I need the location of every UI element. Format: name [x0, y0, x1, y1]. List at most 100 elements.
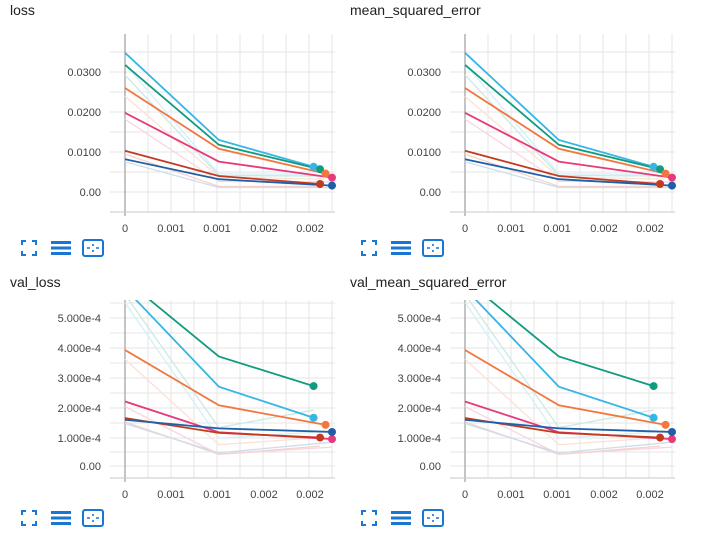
- x-tick-label: 0.001: [497, 223, 525, 235]
- line-chart-mean-squared-error[interactable]: 0.0300 0.0200 0.0100 0.00 0 0.001 0.001 0.002 0.…: [340, 0, 680, 270]
- series-line: [124, 112, 333, 179]
- y-tick-label: 0.0100: [407, 147, 441, 159]
- series-end-point: [649, 162, 658, 171]
- series-end-point: [328, 427, 336, 436]
- y-tick-label: 2.000e-4: [58, 403, 101, 415]
- series-line: [464, 64, 661, 171]
- series-line: [148, 300, 314, 387]
- series-line: [134, 300, 314, 419]
- x-tick-label: 0.002: [250, 223, 278, 235]
- grid: [110, 300, 335, 478]
- y-tick-label: 0.00: [420, 461, 441, 473]
- series-line: [124, 418, 333, 433]
- series-raw-line: [464, 302, 654, 439]
- expand-icon[interactable]: [358, 238, 380, 258]
- series-end-point: [321, 420, 330, 429]
- grid: [450, 300, 675, 478]
- x-tick-label: 0.002: [636, 223, 664, 235]
- series-line: [464, 112, 673, 179]
- series-end-point: [661, 420, 670, 429]
- series-raw-line: [124, 302, 314, 439]
- line-chart-val-mean-squared-error[interactable]: 5.000e-4 4.000e-4 3.000e-4 2.000e-4 1.000e-4…: [340, 272, 680, 542]
- x-tick-label: 0.002: [636, 489, 664, 501]
- x-tick-label: 0.001: [157, 489, 185, 501]
- series-line: [488, 300, 654, 387]
- data-list-icon[interactable]: [50, 238, 72, 258]
- chart-toolbar: [18, 508, 104, 528]
- series-end-point: [316, 165, 325, 174]
- data-list-icon[interactable]: [390, 508, 412, 528]
- y-tick-label: 0.0200: [407, 107, 441, 119]
- x-tick-label: 0.002: [590, 223, 618, 235]
- series-line: [474, 300, 654, 419]
- series-line: [124, 158, 333, 187]
- series-group: [464, 52, 673, 189]
- series-line: [124, 87, 326, 175]
- series-raw-line: [124, 161, 332, 189]
- fit-domain-icon[interactable]: [82, 508, 104, 528]
- series-line: [464, 52, 654, 168]
- series-raw-line: [464, 153, 661, 188]
- fit-domain-icon[interactable]: [82, 238, 104, 258]
- x-tick-label: 0.001: [157, 223, 185, 235]
- series-raw-line: [464, 63, 654, 176]
- series-raw-line: [124, 63, 314, 176]
- series-end-point: [668, 173, 676, 182]
- series-raw-line: [464, 161, 672, 189]
- chart-toolbar: [358, 238, 444, 258]
- x-tick-label: 0.002: [590, 489, 618, 501]
- x-tick-label: 0.002: [250, 489, 278, 501]
- series-end-point: [661, 169, 670, 178]
- series-end-point: [668, 435, 676, 444]
- fit-domain-icon[interactable]: [422, 508, 444, 528]
- series-end-point: [316, 433, 325, 442]
- line-chart-val-loss[interactable]: 5.000e-4 4.000e-4 3.000e-4 2.000e-4 1.000e-4…: [0, 272, 340, 542]
- data-list-icon[interactable]: [50, 508, 72, 528]
- series-group: [124, 52, 333, 189]
- x-tick-label: 0.001: [543, 223, 571, 235]
- x-tick-label: 0.001: [203, 223, 231, 235]
- y-tick-label: 0.0300: [67, 67, 101, 79]
- chart-card-loss: loss 0.0300 0.0200 0.0100 0.00 0 0.001 0.001 0.…: [0, 0, 340, 270]
- x-tick-label: 0: [462, 223, 468, 235]
- expand-icon[interactable]: [18, 508, 40, 528]
- series-end-point: [328, 435, 336, 444]
- y-tick-label: 1.000e-4: [58, 433, 101, 445]
- y-tick-label: 4.000e-4: [58, 343, 101, 355]
- series-end-point: [656, 180, 665, 188]
- series-line: [464, 158, 673, 187]
- series-end-point: [668, 427, 676, 436]
- series-end-point: [309, 413, 318, 422]
- line-chart-loss[interactable]: 0.0300 0.0200 0.0100 0.00 0 0.001 0.001 0.002 0.…: [0, 0, 340, 270]
- y-tick-label: 2.000e-4: [398, 403, 441, 415]
- chart-title: mean_squared_error: [350, 2, 481, 18]
- y-tick-label: 4.000e-4: [398, 343, 441, 355]
- expand-icon[interactable]: [358, 508, 380, 528]
- expand-icon[interactable]: [18, 238, 40, 258]
- fit-domain-icon[interactable]: [422, 238, 444, 258]
- chart-toolbar: [18, 238, 104, 258]
- series-end-point: [309, 162, 318, 171]
- y-tick-label: 0.0200: [67, 107, 101, 119]
- x-tick-label: 0.002: [296, 489, 324, 501]
- series-end-point: [328, 173, 336, 182]
- series-end-point: [649, 382, 658, 391]
- x-tick-label: 0.001: [543, 489, 571, 501]
- y-tick-label: 3.000e-4: [398, 373, 441, 385]
- series-end-point: [321, 169, 330, 178]
- x-tick-label: 0: [122, 489, 128, 501]
- y-tick-label: 0.0100: [67, 147, 101, 159]
- series-line: [464, 87, 666, 175]
- chart-title: val_loss: [10, 274, 61, 290]
- series-end-point: [316, 180, 325, 188]
- chart-title: val_mean_squared_error: [350, 274, 507, 290]
- x-tick-label: 0.001: [497, 489, 525, 501]
- series-end-point: [668, 181, 676, 190]
- series-end-point: [656, 165, 665, 174]
- data-list-icon[interactable]: [390, 238, 412, 258]
- y-tick-label: 0.0300: [407, 67, 441, 79]
- series-raw-line: [124, 358, 326, 446]
- y-tick-label: 0.00: [80, 461, 101, 473]
- series-end-point: [649, 413, 658, 422]
- series-line: [124, 52, 314, 168]
